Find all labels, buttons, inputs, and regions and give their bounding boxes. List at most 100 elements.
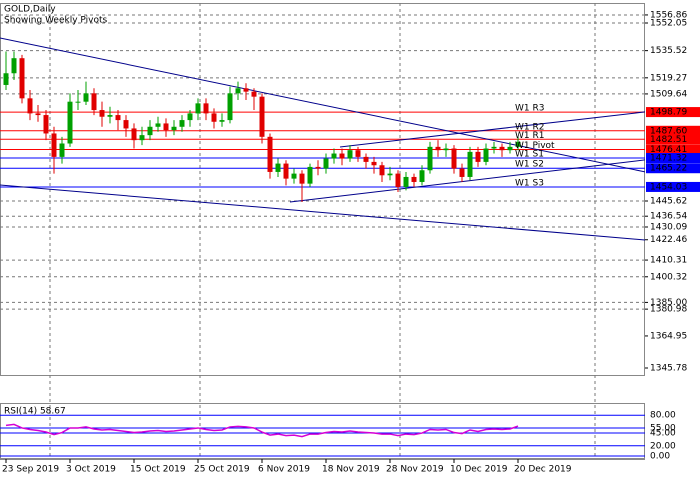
candle-body	[467, 151, 473, 177]
candle-body	[339, 153, 345, 159]
candle-body	[83, 93, 89, 102]
trendline	[0, 37, 645, 173]
candle-body	[163, 123, 169, 131]
y-tick-label: 1430.09	[650, 222, 687, 232]
candle-body	[99, 110, 105, 117]
candle-body	[43, 115, 49, 134]
candle-body	[411, 176, 417, 182]
trendline	[339, 111, 645, 148]
pivot-tag	[646, 181, 700, 192]
candle-body	[107, 115, 113, 117]
candle-body	[171, 126, 177, 131]
pivot-label: W1 S3	[515, 178, 544, 188]
chart-subtitle: Showing Weekly Pivots	[4, 16, 107, 26]
candle-body	[307, 166, 313, 184]
candle-body	[403, 176, 409, 187]
x-tick-label: 20 Dec 2019	[514, 465, 572, 475]
candle-body	[131, 128, 137, 141]
rsi-tick-label: 55.00	[650, 423, 676, 433]
pivot-label: W1 R1	[515, 131, 544, 141]
candle-body	[475, 151, 481, 162]
candle-body	[387, 173, 393, 176]
candle-body	[115, 115, 121, 121]
candle-body	[67, 101, 73, 144]
y-tick-label: 1509.64	[650, 89, 687, 99]
candle-body	[315, 166, 321, 169]
candle-body	[355, 150, 361, 157]
candle-body	[187, 113, 193, 121]
x-tick-label: 6 Nov 2019	[258, 465, 310, 475]
candle-body	[75, 101, 81, 103]
pivot-label: W1 S1	[515, 150, 544, 160]
candle-body	[515, 141, 521, 147]
candle-body	[427, 146, 433, 171]
rsi-title: RSI(14) 58.67	[4, 407, 66, 417]
y-tick-label: 1552.05	[650, 18, 687, 28]
y-tick-label: 1385.00	[650, 298, 687, 308]
candle-body	[3, 73, 9, 85]
y-tick-label: 1445.62	[650, 197, 687, 207]
y-tick-label: 1400.32	[650, 272, 687, 282]
trendline	[0, 184, 645, 241]
candle-body	[483, 148, 489, 162]
pivot-value-label: 1454.03	[650, 182, 687, 192]
candle-body	[507, 146, 513, 151]
candle-body	[219, 120, 225, 122]
rsi-pane	[0, 403, 645, 459]
rsi-tick-label: 0.00	[650, 452, 670, 462]
candle-body	[147, 126, 153, 136]
rsi-tick-label: 20.00	[650, 441, 676, 451]
candle-body	[227, 93, 233, 121]
main-plot	[0, 14, 645, 310]
pivot-value-label: 1476.41	[650, 145, 687, 155]
candle-body	[19, 58, 25, 99]
candle-body	[363, 156, 369, 162]
candle-body	[251, 91, 257, 97]
x-tick-label: 28 Nov 2019	[386, 465, 444, 475]
candle-body	[323, 158, 329, 169]
candle-body	[379, 165, 385, 176]
candle-body	[11, 58, 17, 74]
y-tick-label: 1556.86	[650, 10, 687, 20]
pivot-label: W1 R3	[515, 104, 544, 114]
x-tick-label: 10 Dec 2019	[450, 465, 508, 475]
pivot-label: W1 R2	[515, 122, 544, 132]
candle-body	[299, 173, 305, 184]
candle-body	[451, 148, 457, 169]
pivot-tag	[646, 153, 700, 164]
rsi-line	[5, 423, 519, 438]
pivot-value-label: 1498.79	[650, 108, 687, 118]
pivot-tag	[646, 144, 700, 155]
candle-body	[211, 113, 217, 122]
candle-body	[195, 103, 201, 114]
pivot-value-label: 1482.51	[650, 135, 687, 145]
y-tick-label: 1345.78	[650, 364, 687, 374]
candle-body	[59, 143, 65, 157]
candle-body	[179, 120, 185, 127]
candle-body	[419, 170, 425, 182]
candle-body	[395, 173, 401, 187]
x-tick-label: 3 Oct 2019	[66, 465, 116, 475]
pivot-label: W1 S2	[515, 160, 544, 170]
candle-body	[275, 163, 281, 172]
y-tick-label: 1519.27	[650, 73, 687, 83]
pivot-tag	[646, 107, 700, 118]
candle-body	[259, 96, 265, 137]
candle-body	[27, 98, 33, 114]
pivot-label: W1 Pivot	[515, 141, 555, 151]
candle-body	[291, 173, 297, 179]
rsi-tick-label: 80.00	[650, 411, 676, 421]
candle-body	[491, 146, 497, 149]
y-tick-label: 1535.52	[650, 46, 687, 56]
candle-body	[331, 153, 337, 159]
candle-body	[155, 123, 161, 127]
candle-body	[283, 163, 289, 179]
chart-title: GOLD,Daily	[4, 5, 56, 15]
x-tick-label: 18 Nov 2019	[322, 465, 380, 475]
x-tick-label: 23 Sep 2019	[2, 465, 59, 475]
y-tick-label: 1422.46	[650, 235, 687, 245]
x-tick-label: 25 Oct 2019	[194, 465, 250, 475]
candle-body	[499, 146, 505, 151]
